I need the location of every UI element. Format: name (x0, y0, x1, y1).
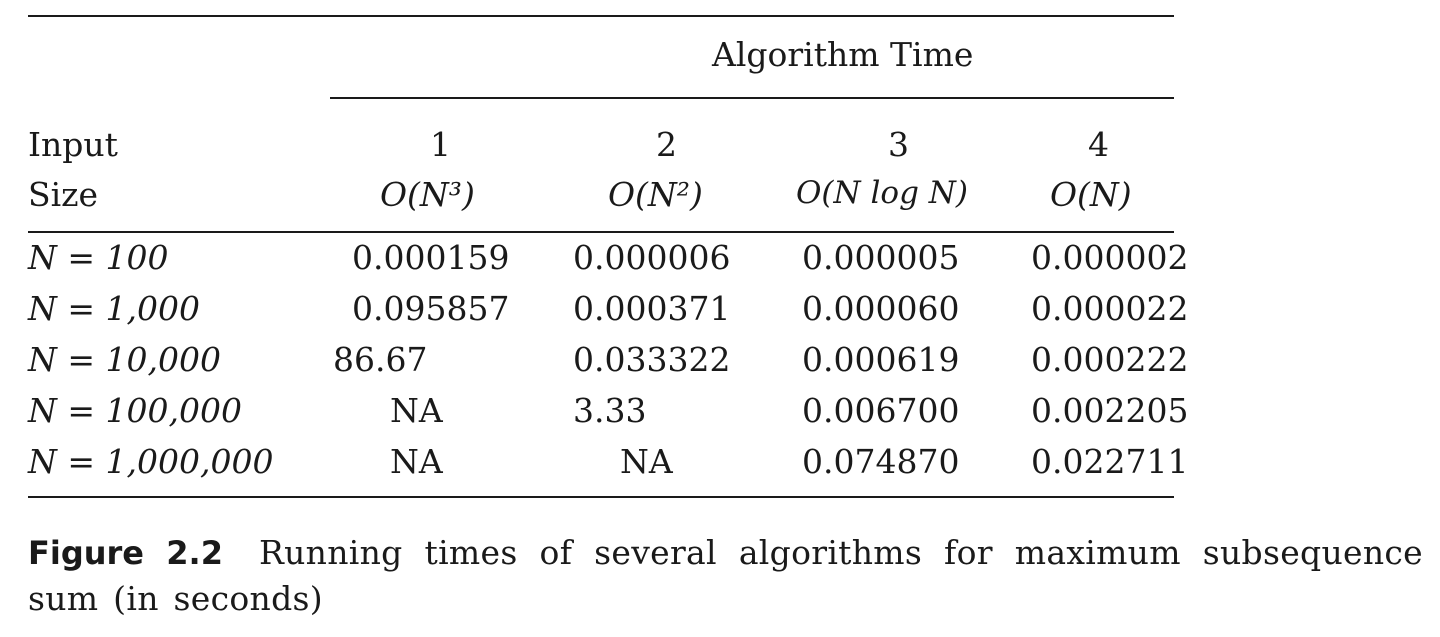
figure-caption: Figure 2.2 Running times of several algo… (28, 530, 1423, 622)
column-number-1: 1 (430, 125, 451, 164)
table-cell: 0.022711 (1031, 442, 1189, 481)
column-complexity-4: O(N) (1050, 175, 1132, 214)
table-cell: 0.000222 (1031, 340, 1189, 379)
table-cell: 0.000159 (352, 238, 510, 277)
row-label: N = 1,000 (28, 289, 200, 328)
table-cell: 0.095857 (352, 289, 510, 328)
table-cell: 0.000371 (573, 289, 731, 328)
header-bottom-rule (28, 231, 1174, 233)
table-cell: 3.33 (573, 391, 647, 430)
table-cell: 0.000022 (1031, 289, 1189, 328)
row-header-input: Input (28, 125, 118, 164)
column-number-4: 4 (1088, 125, 1109, 164)
table-cell: 0.000060 (802, 289, 960, 328)
table-cell: NA (620, 442, 673, 481)
table-cell: 0.006700 (802, 391, 960, 430)
figure-label: Figure 2.2 (28, 534, 223, 572)
table-cell: NA (390, 442, 443, 481)
table-cell: 0.002205 (1031, 391, 1189, 430)
row-label: N = 100 (28, 238, 169, 277)
row-header-size: Size (28, 175, 99, 214)
group-header-algorithm-time: Algorithm Time (712, 35, 974, 74)
row-label: N = 1,000,000 (28, 442, 274, 481)
caption-text: Running times of several algorithms for … (28, 533, 1424, 618)
row-label: N = 10,000 (28, 340, 221, 379)
table-cell: 0.033322 (573, 340, 731, 379)
table-bottom-rule (28, 496, 1174, 498)
column-complexity-3: O(N log N) (796, 175, 968, 211)
group-header-rule (330, 97, 1174, 99)
table-cell: 0.000005 (802, 238, 960, 277)
table-cell: NA (390, 391, 443, 430)
column-complexity-1: O(N³) (380, 175, 475, 214)
column-number-3: 3 (888, 125, 909, 164)
table-top-rule (28, 15, 1174, 17)
row-label: N = 100,000 (28, 391, 242, 430)
table-cell: 0.000006 (573, 238, 731, 277)
table-cell: 0.000619 (802, 340, 960, 379)
column-number-2: 2 (656, 125, 677, 164)
table-cell: 86.67 (333, 340, 428, 379)
column-complexity-2: O(N²) (608, 175, 703, 214)
table-cell: 0.074870 (802, 442, 960, 481)
table-cell: 0.000002 (1031, 238, 1189, 277)
